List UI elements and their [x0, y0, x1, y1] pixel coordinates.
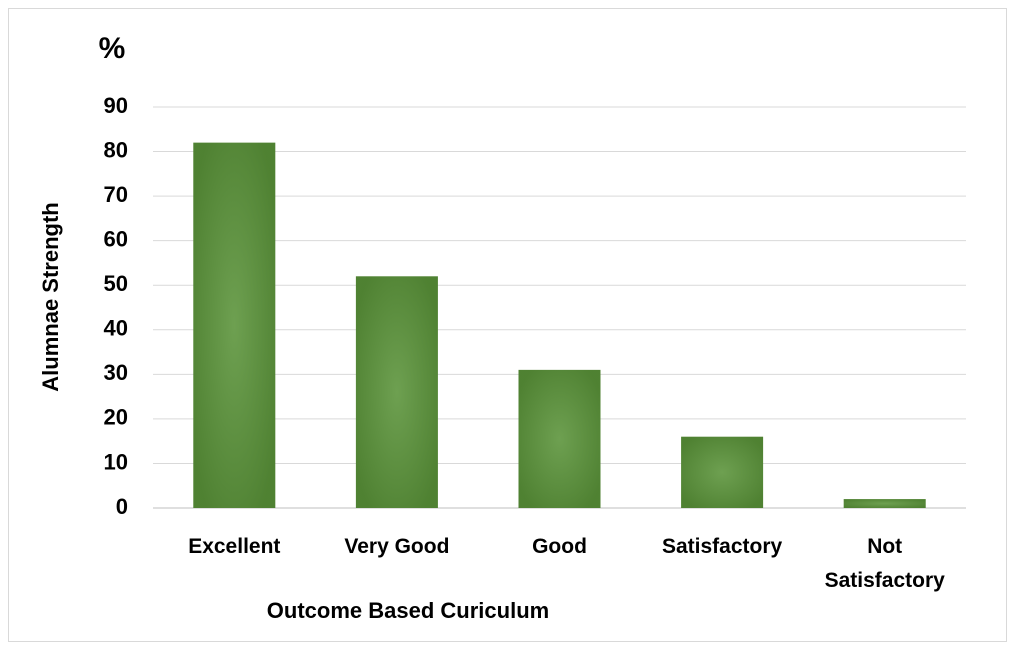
x-tick-label: Satisfactory — [661, 535, 783, 558]
y-tick-label: 40 — [104, 316, 128, 341]
y-tick-label: 30 — [104, 360, 128, 385]
bar-shine — [518, 369, 601, 508]
x-tick-label: Very Good — [344, 535, 450, 558]
y-axis-title: Alumnae Strength — [38, 202, 63, 391]
x-tick-label: Good — [532, 535, 587, 558]
y-tick-label: 70 — [104, 182, 128, 207]
unit-label: % — [99, 32, 126, 65]
y-tick-label: 10 — [104, 449, 128, 474]
y-tick-label: 0 — [116, 494, 128, 519]
x-tick-label: Excellent — [188, 535, 281, 558]
bar-shine — [843, 499, 926, 508]
chart-frame — [8, 8, 1007, 642]
y-tick-label: 80 — [104, 137, 128, 162]
bar-shine — [355, 276, 438, 508]
y-tick-label: 20 — [104, 405, 128, 430]
bar-shine — [193, 142, 276, 508]
y-tick-label: 50 — [104, 271, 128, 296]
y-tick-label: 90 — [104, 93, 128, 118]
x-tick-label: Not Satisfactory — [824, 535, 945, 592]
y-tick-label: 60 — [104, 226, 128, 251]
bar-shine — [681, 436, 764, 508]
x-axis-title: Outcome Based Curiculum — [267, 598, 549, 623]
